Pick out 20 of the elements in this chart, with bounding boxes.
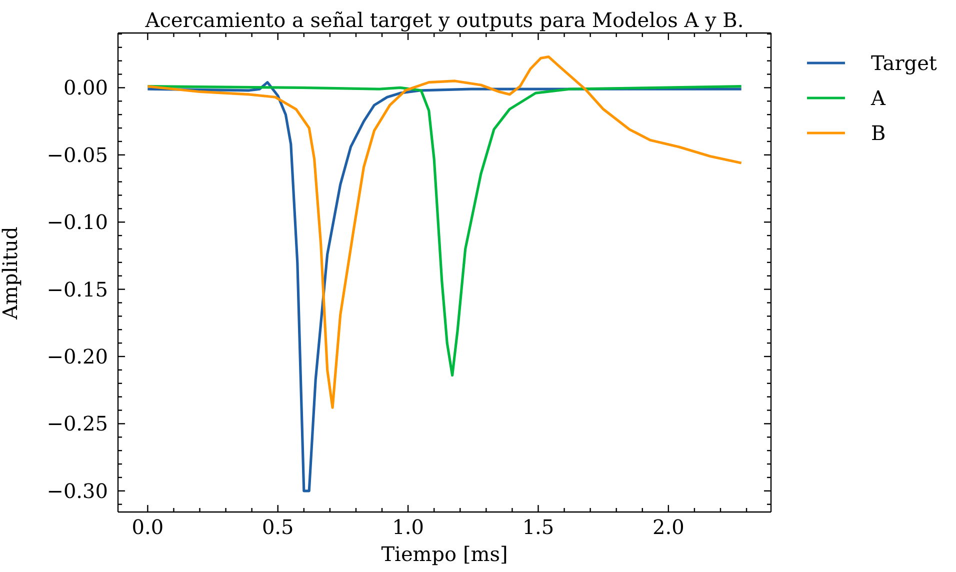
x-tick-label: 2.0: [652, 515, 684, 539]
y-axis-title: Amplitud: [0, 226, 22, 319]
y-tick-label: −0.25: [46, 412, 108, 436]
y-tick-label: −0.20: [46, 344, 108, 368]
x-tick-label: 1.5: [522, 515, 554, 539]
y-tick-label: −0.10: [46, 210, 108, 234]
y-tick-label: −0.15: [46, 277, 108, 302]
y-tick-label: −0.30: [46, 478, 108, 503]
line-series: [146, 55, 743, 409]
legend-label: A: [871, 86, 886, 110]
y-tick-label: −0.05: [46, 142, 108, 167]
legend-label: B: [871, 120, 886, 144]
legend-label: Target: [871, 50, 937, 74]
x-axis-title: Tiempo [ms]: [380, 542, 509, 566]
x-tick-label: 0.5: [262, 515, 294, 539]
y-tick-label: 0.00: [63, 76, 108, 100]
line-series: [146, 85, 743, 377]
chart-title: Acercamiento a señal target y outputs para Modelos A y B.: [144, 8, 745, 32]
x-tick-label: 1.0: [392, 515, 424, 539]
x-tick-label: 0.0: [132, 515, 164, 539]
